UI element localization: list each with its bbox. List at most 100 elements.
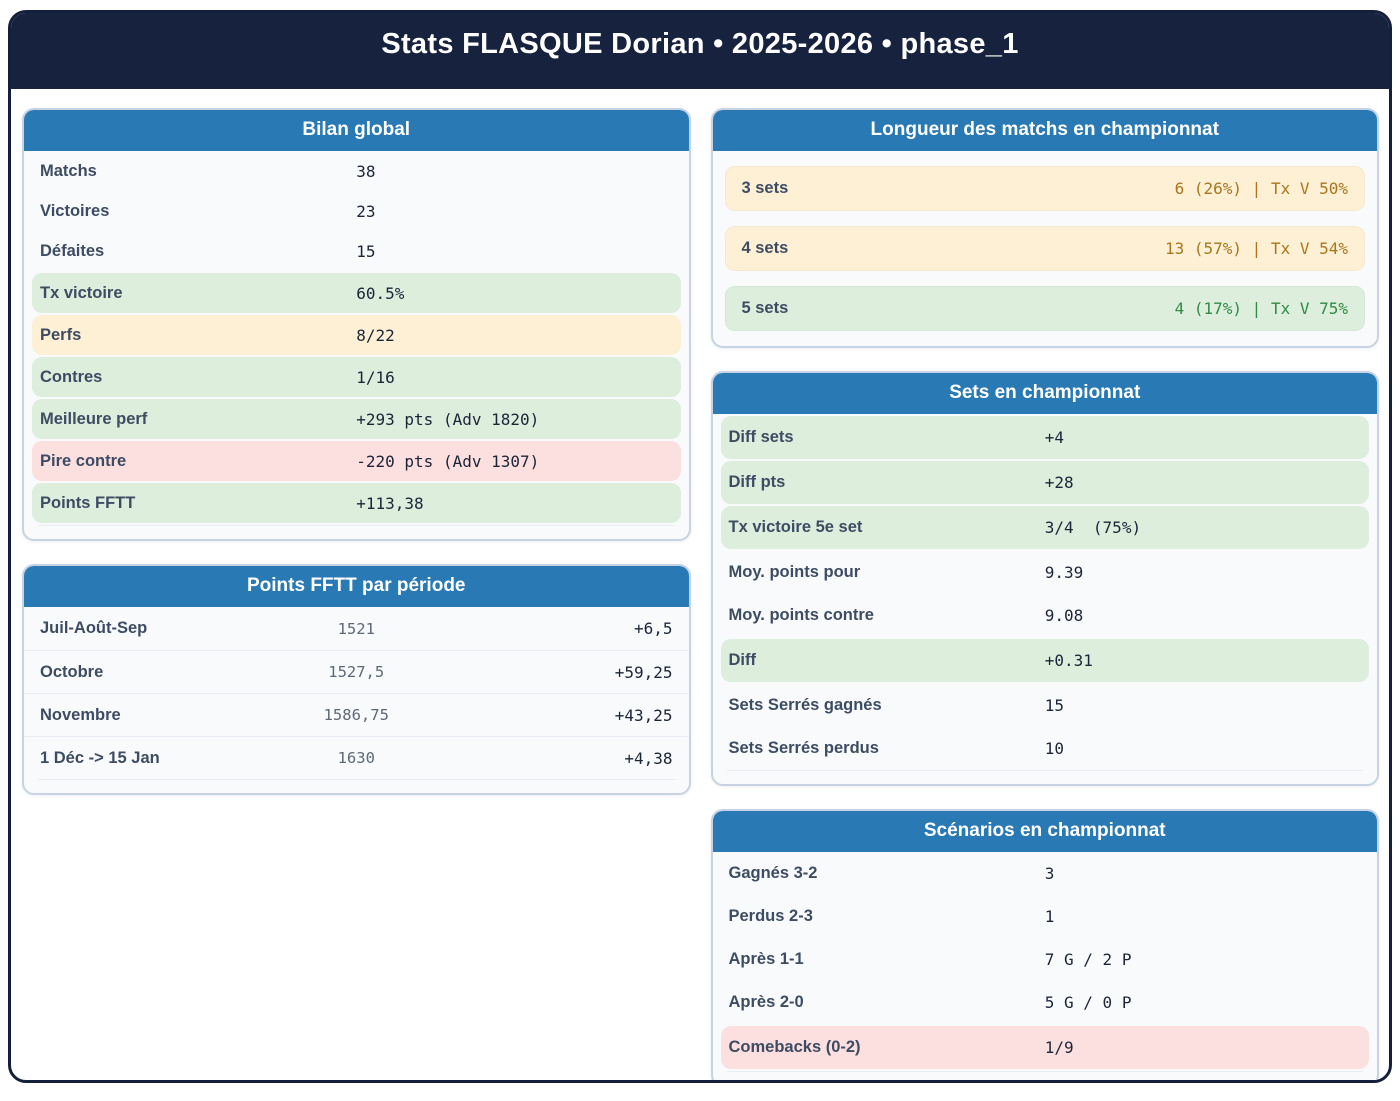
match-length-label: 5 sets (741, 299, 789, 317)
right-column: Longueur des matchs en championnat 3 set… (710, 108, 1379, 1080)
stat-row: Tx victoire 60.5% (32, 273, 681, 313)
period-label: 1 Déc -> 15 Jan (40, 748, 160, 767)
stat-row: Tx victoire 5e set 3/4 (75%) (720, 506, 1369, 549)
card-longueur-matchs-title: Longueur des matchs en championnat (712, 110, 1377, 151)
stat-row: Perfs 8/22 (32, 315, 681, 355)
period-row: Juil-Août-Sep 1521 +6,5 (24, 607, 689, 650)
card-bilan-global: Bilan global Matchs 38 Victoires 23 (22, 108, 691, 541)
stat-row: Moy. points contre 9.08 (713, 594, 1378, 637)
card-points-fftt-periode: Points FFTT par période Juil-Août-Sep 15… (22, 564, 691, 795)
stat-label: Après 1-1 (728, 950, 804, 968)
stat-value: 9.39 (1044, 563, 1084, 582)
stat-value: +0.31 (1044, 651, 1093, 670)
stat-label: Comebacks (0-2) (728, 1038, 861, 1056)
card-bilan-global-body: Matchs 38 Victoires 23 Défaites 15 (24, 151, 689, 539)
stat-label: Perdus 2-3 (728, 907, 813, 925)
content: Bilan global Matchs 38 Victoires 23 (11, 89, 1389, 1080)
match-length-row: 4 sets 13 (57%) | Tx V 54% (724, 226, 1365, 271)
period-points-value: 1586,75 (323, 706, 389, 724)
stat-value: +28 (1044, 473, 1074, 492)
period-delta-value: +4,38 (624, 748, 673, 768)
period-delta-value: +59,25 (614, 662, 673, 682)
stat-label: Gagnés 3-2 (728, 864, 818, 882)
stat-value: 23 (356, 201, 376, 221)
card-points-fftt-periode-title: Points FFTT par période (24, 566, 689, 607)
period-delta-value: +43,25 (614, 705, 673, 725)
match-length-value: 6 (26%) | Tx V 50% (1174, 179, 1348, 198)
card-sets-championnat-title: Sets en championnat (712, 373, 1377, 414)
stat-label: Points FFTT (40, 493, 136, 512)
stat-row: Victoires 23 (24, 191, 689, 231)
period-label: Juil-Août-Sep (40, 619, 148, 637)
stat-value: 7 G / 2 P (1044, 950, 1132, 969)
stat-row: Comebacks (0-2) 1/9 (720, 1026, 1369, 1069)
stat-row: Points FFTT +113,38 (32, 483, 681, 523)
match-length-value: 4 (17%) | Tx V 75% (1174, 299, 1348, 318)
stat-row: Pire contre -220 pts (Adv 1307) (32, 441, 681, 481)
stat-label: Moy. points contre (728, 606, 874, 624)
stat-row: Meilleure perf +293 pts (Adv 1820) (32, 399, 681, 439)
stat-value: 5 G / 0 P (1044, 993, 1132, 1012)
card-scenarios-championnat: Scénarios en championnat Gagnés 3-2 3 Pe… (710, 809, 1379, 1080)
stat-value: +4 (1044, 428, 1065, 447)
stat-value: +113,38 (356, 493, 424, 513)
stat-value: 38 (356, 161, 376, 181)
stat-value: 9.08 (1044, 606, 1084, 625)
match-length-label: 3 sets (741, 179, 789, 197)
period-row: Octobre 1527,5 +59,25 (24, 650, 689, 693)
stat-row: Diff sets +4 (720, 416, 1369, 459)
card-sets-championnat: Sets en championnat Diff sets +4 Diff pt… (710, 371, 1379, 786)
card-scenarios-championnat-title: Scénarios en championnat (712, 811, 1377, 852)
period-delta-value: +6,5 (633, 619, 673, 638)
stat-value: 3 (1044, 864, 1055, 883)
stat-label: Meilleure perf (40, 409, 148, 428)
stat-label: Diff sets (728, 428, 794, 446)
match-length-row: 5 sets 4 (17%) | Tx V 75% (724, 286, 1365, 331)
card-scenarios-championnat-body: Gagnés 3-2 3 Perdus 2-3 1 Après 1-1 7 G … (713, 852, 1378, 1080)
match-length-label: 4 sets (741, 239, 789, 257)
stat-label: Matchs (40, 161, 97, 180)
stat-row: Après 1-1 7 G / 2 P (713, 938, 1378, 981)
stat-value: 10 (1044, 739, 1065, 758)
stat-value: 1/16 (356, 367, 395, 387)
stat-row: Diff pts +28 (720, 461, 1369, 504)
period-points-value: 1630 (337, 749, 375, 767)
period-points-value: 1527,5 (328, 663, 385, 681)
stat-label: Diff pts (728, 473, 786, 491)
stat-value: +293 pts (Adv 1820) (356, 409, 540, 429)
stat-label: Tx victoire 5e set (728, 518, 863, 536)
stat-label: Contres (40, 367, 103, 386)
card-sets-championnat-body: Diff sets +4 Diff pts +28 Tx victoire 5e… (713, 416, 1378, 784)
period-label: Novembre (40, 705, 121, 724)
stat-value: 1 (1044, 907, 1055, 926)
page-title: Stats FLASQUE Dorian • 2025-2026 • phase… (381, 27, 1019, 60)
stat-label: Victoires (40, 201, 110, 220)
period-points-value: 1521 (337, 619, 375, 638)
stat-row: Perdus 2-3 1 (713, 895, 1378, 938)
stat-row: Gagnés 3-2 3 (713, 852, 1378, 895)
stat-row: Après 2-0 5 G / 0 P (713, 981, 1378, 1024)
stat-label: Après 2-0 (728, 993, 804, 1011)
match-length-row: 3 sets 6 (26%) | Tx V 50% (724, 166, 1365, 211)
stat-label: Sets Serrés gagnés (728, 696, 882, 714)
stat-value: -220 pts (Adv 1307) (356, 451, 540, 471)
card-longueur-matchs-body: 3 sets 6 (26%) | Tx V 50% 4 sets 13 (57%… (713, 151, 1378, 346)
stat-row: Contres 1/16 (32, 357, 681, 397)
stat-row: Défaites 15 (24, 231, 689, 271)
stat-label: Diff (728, 651, 757, 669)
stat-row: Moy. points pour 9.39 (713, 551, 1378, 594)
stat-value: 3/4 (75%) (1044, 518, 1142, 537)
stat-value: 1/9 (1044, 1038, 1074, 1057)
stat-label: Sets Serrés perdus (728, 739, 879, 757)
page-frame: Stats FLASQUE Dorian • 2025-2026 • phase… (8, 10, 1392, 1083)
stat-value: 15 (356, 241, 376, 261)
period-row: 1 Déc -> 15 Jan 1630 +4,38 (24, 736, 689, 779)
stat-row: Sets Serrés gagnés 15 (713, 684, 1378, 727)
card-points-fftt-periode-body: Juil-Août-Sep 1521 +6,5 Octobre 1527,5 +… (24, 607, 689, 793)
stat-label: Pire contre (40, 451, 127, 470)
stat-label: Perfs (40, 325, 82, 344)
card-longueur-matchs: Longueur des matchs en championnat 3 set… (710, 108, 1379, 348)
stat-row: Matchs 38 (24, 151, 689, 191)
period-row: Novembre 1586,75 +43,25 (24, 693, 689, 736)
period-label: Octobre (40, 662, 104, 681)
